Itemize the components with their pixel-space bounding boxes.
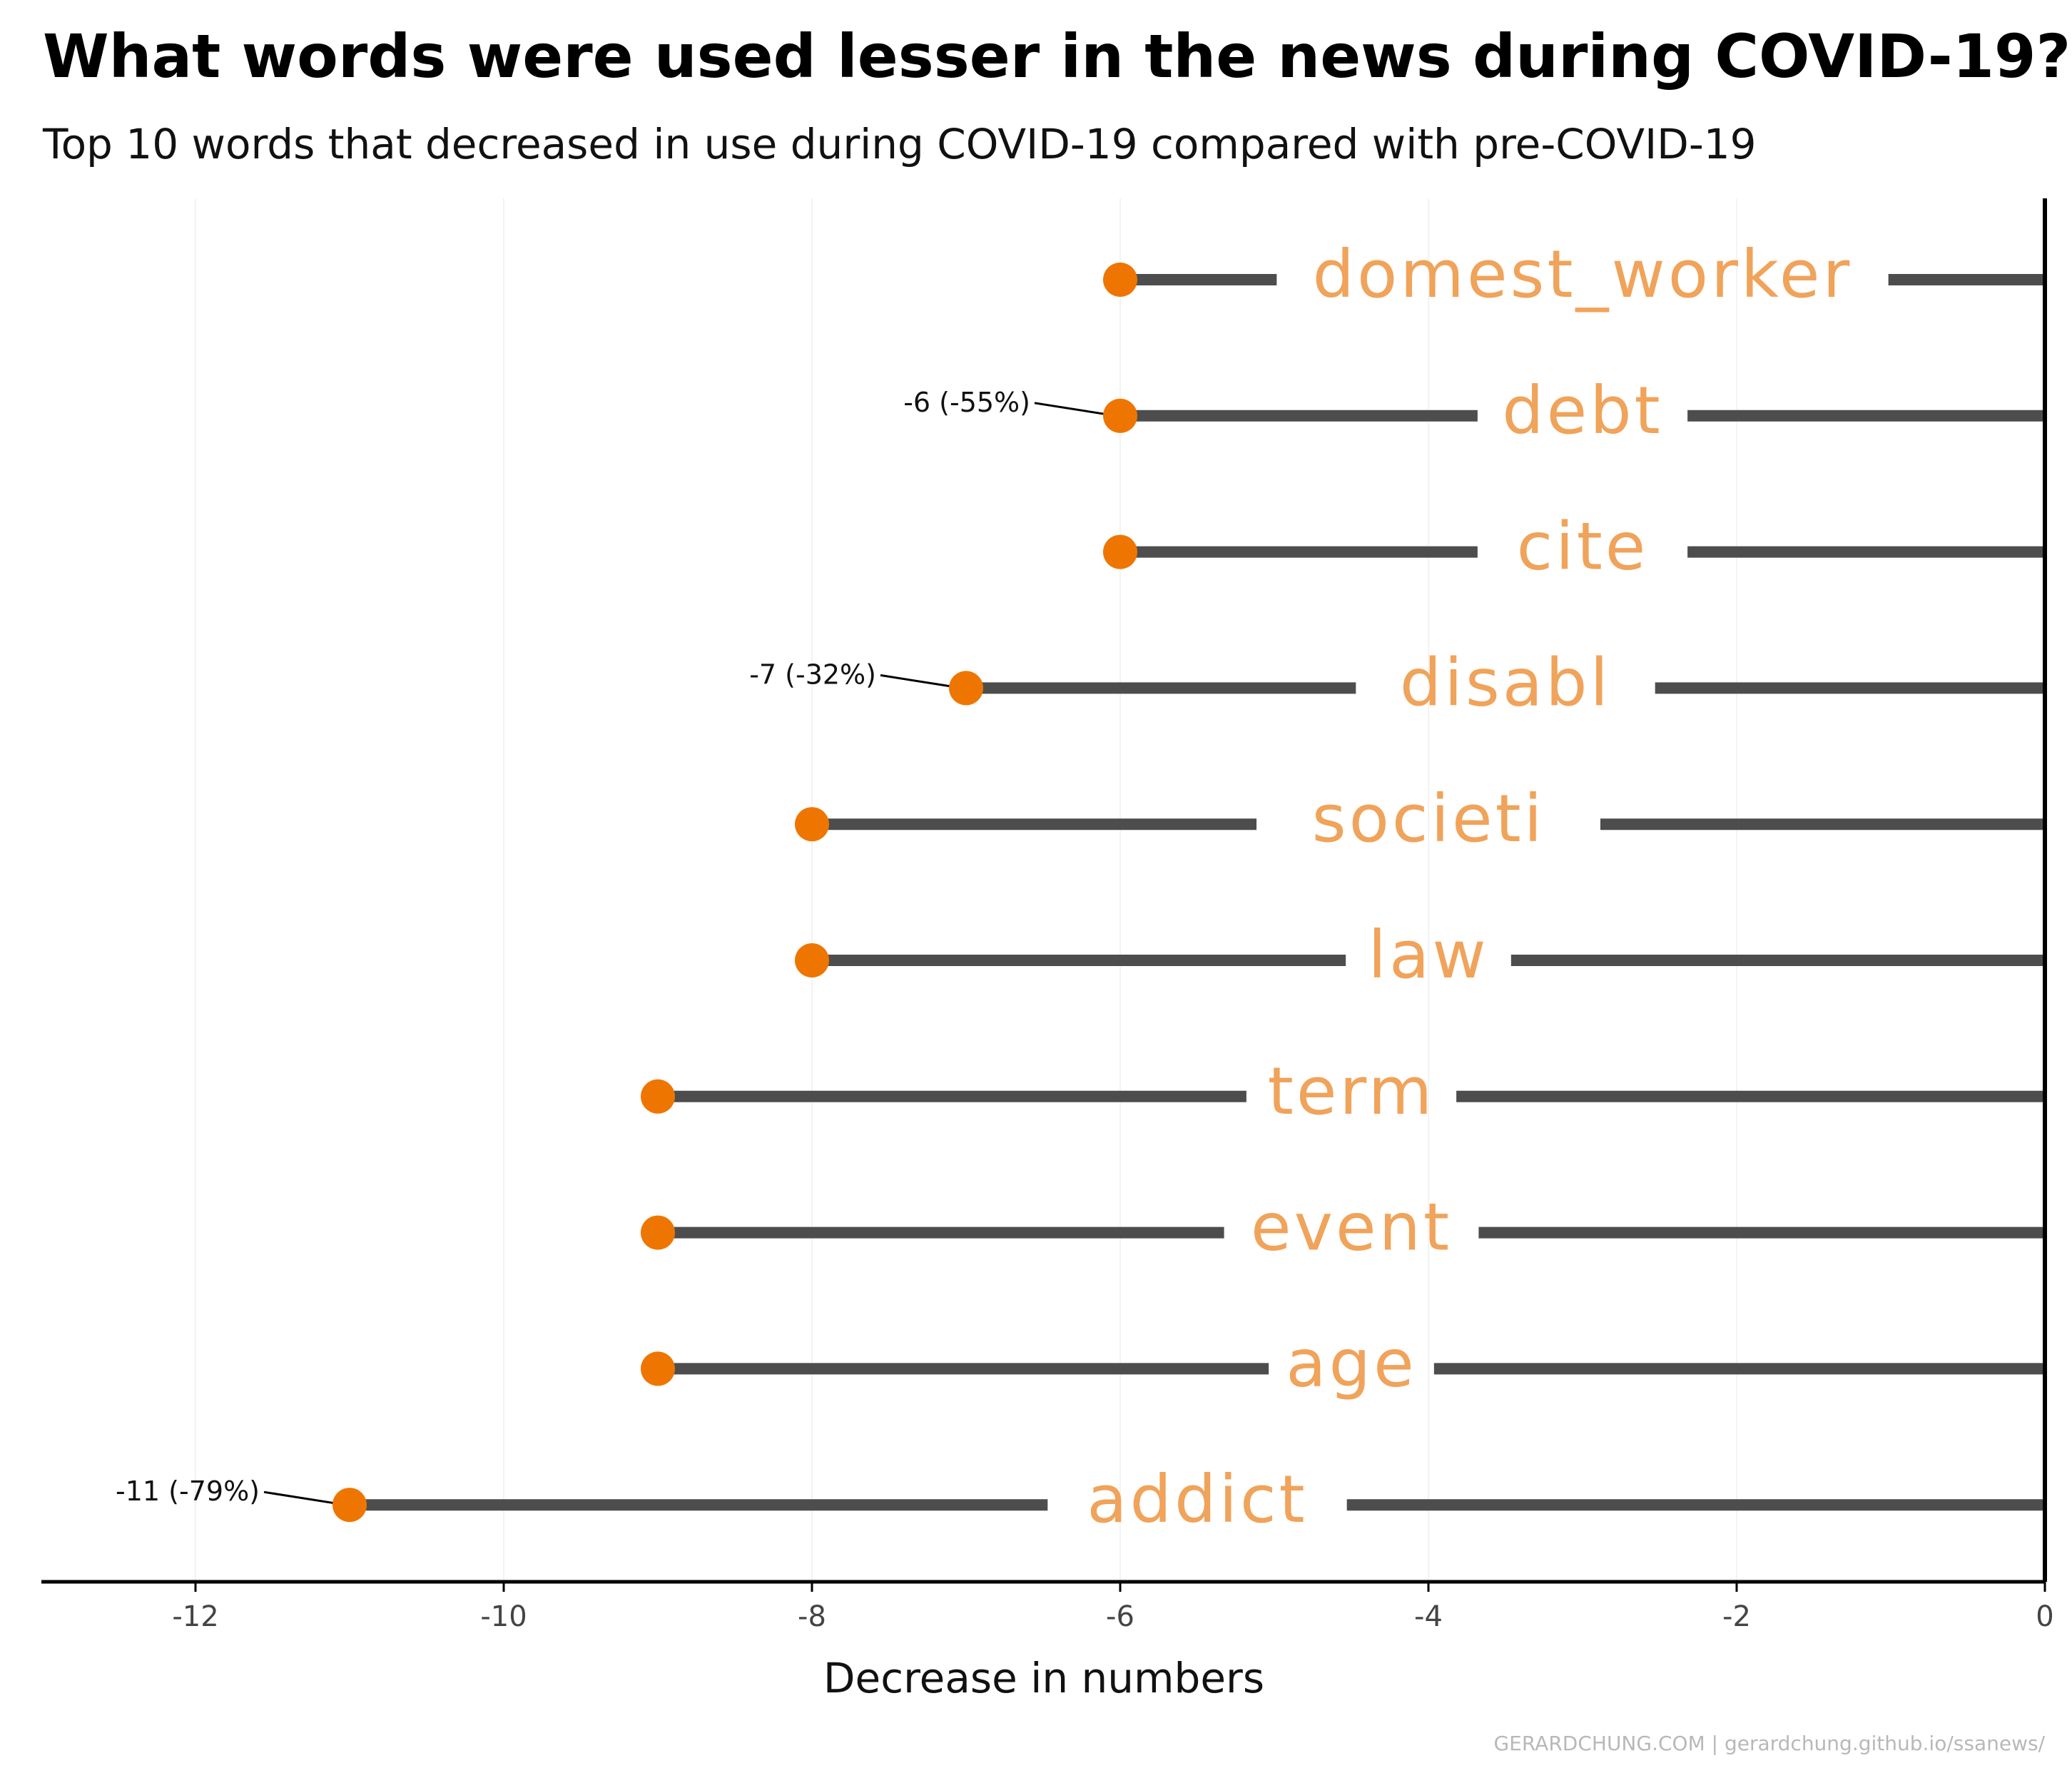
annotation-leader-disabl <box>880 674 963 689</box>
word-label-disabl: disabl <box>1400 644 1611 721</box>
word-label-law: law <box>1368 917 1488 993</box>
point-cite <box>1103 534 1137 569</box>
word-label-event: event <box>1251 1189 1452 1266</box>
annotation-addict: -11 (-79%) <box>116 1475 260 1507</box>
annotation-disabl: -7 (-32%) <box>749 659 876 690</box>
segments <box>350 274 2045 1511</box>
annotation-leader-debt <box>1034 402 1117 417</box>
word-label-addict: addict <box>1087 1461 1307 1538</box>
point-debt <box>1103 398 1137 433</box>
caption: GERARDCHUNG.COM | gerardchung.github.io/… <box>1493 1732 2045 1755</box>
point-addict <box>332 1488 367 1523</box>
x-tick-label: -4 <box>1414 1600 1443 1633</box>
word-label-domest_worker: domest_worker <box>1313 236 1853 313</box>
point-age <box>641 1351 675 1386</box>
word-label-cite: cite <box>1517 509 1649 585</box>
x-tick-label: -10 <box>480 1600 527 1633</box>
word-label-age: age <box>1286 1325 1416 1401</box>
annotation-debt: -6 (-55%) <box>903 387 1030 418</box>
chart-title: What words were used lesser in the news … <box>43 21 2071 91</box>
point-domest_worker <box>1103 263 1137 297</box>
word-label-societi: societi <box>1312 781 1545 857</box>
point-societi <box>795 807 829 842</box>
x-tick-label: -12 <box>172 1600 218 1633</box>
x-tick-label: -6 <box>1106 1600 1134 1633</box>
points <box>332 263 1137 1523</box>
x-axis-ticks: -12 -10 -8 -6 -4 -2 0 <box>172 1582 2054 1633</box>
word-label-debt: debt <box>1502 372 1662 449</box>
point-law <box>795 943 829 977</box>
annotations: -6 (-55%) -7 (-32%) -11 (-79%) <box>116 387 1117 1507</box>
x-axis-label: Decrease in numbers <box>823 1654 1264 1702</box>
x-tick-label: -8 <box>798 1600 826 1633</box>
point-disabl <box>949 671 983 706</box>
point-term <box>641 1079 675 1114</box>
chart-subtitle: Top 10 words that decreased in use durin… <box>42 120 1757 168</box>
x-tick-label: 0 <box>2036 1600 2053 1633</box>
x-tick-label: -2 <box>1722 1600 1751 1633</box>
annotation-leader-addict <box>263 1490 346 1506</box>
word-label-term: term <box>1268 1053 1436 1129</box>
point-event <box>641 1215 675 1250</box>
